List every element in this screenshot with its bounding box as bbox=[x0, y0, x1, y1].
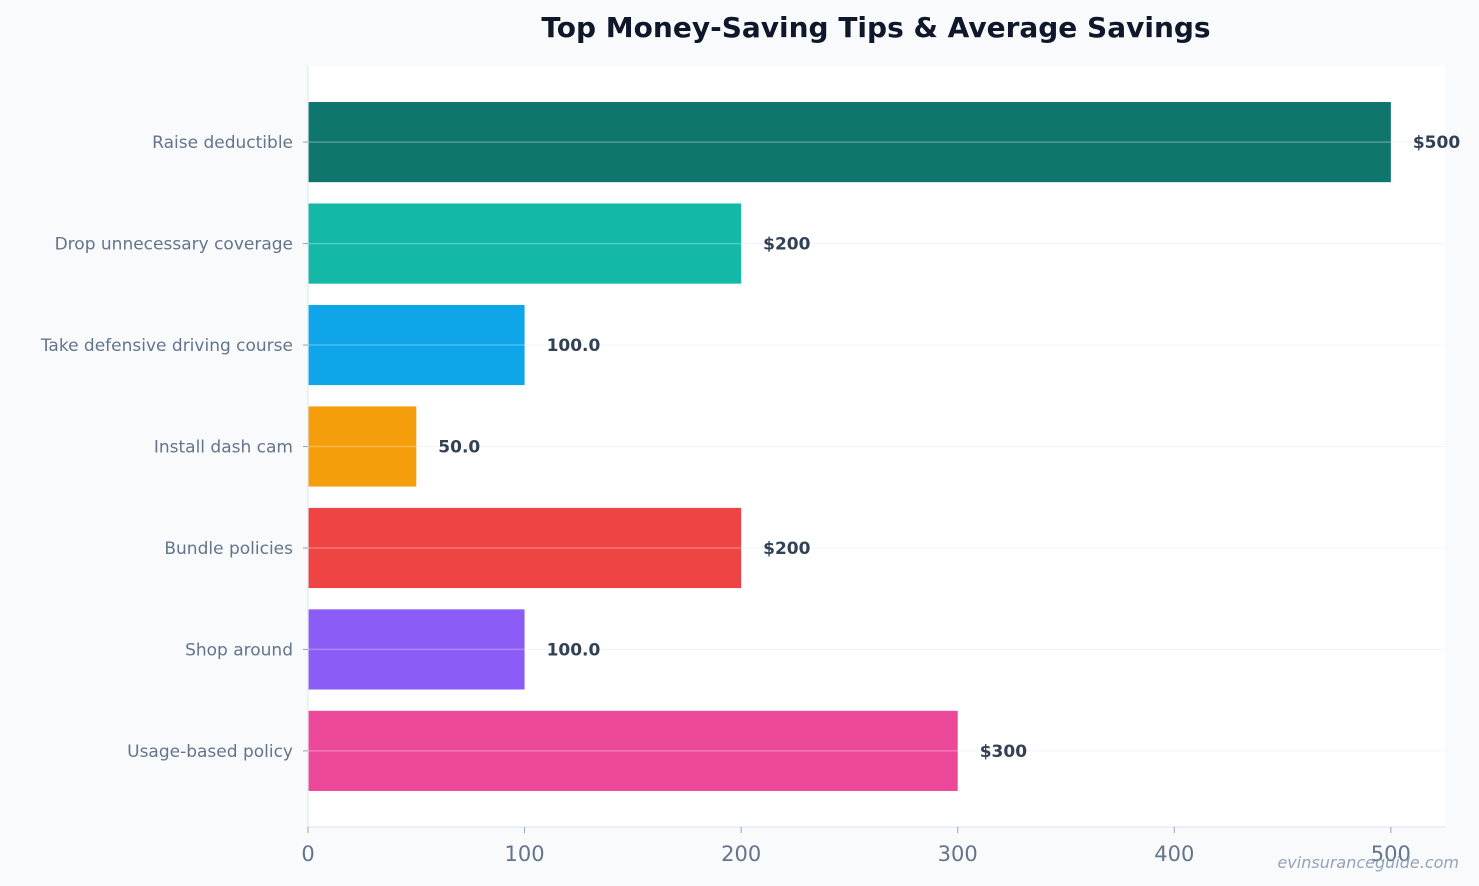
bar-raise-deductible[interactable] bbox=[308, 102, 1391, 183]
bar-bundle-policies[interactable] bbox=[308, 507, 742, 589]
y-tick-label: Install dash cam bbox=[154, 438, 293, 458]
y-tick-label: Shop around bbox=[185, 640, 293, 660]
bar-value-label: 100.0 bbox=[547, 640, 601, 660]
bar-value-label: $200 bbox=[763, 539, 810, 559]
bar-shop-around[interactable] bbox=[308, 609, 525, 690]
bar-value-label: $200 bbox=[763, 235, 810, 255]
bar-drop-unnecessary-coverage[interactable] bbox=[308, 203, 742, 284]
bar-install-dash-cam[interactable] bbox=[308, 406, 417, 487]
x-tick-label: 500 bbox=[1371, 842, 1411, 866]
x-tick-label: 300 bbox=[938, 842, 978, 866]
y-tick-label: Take defensive driving course bbox=[40, 336, 293, 356]
bar-value-label: 50.0 bbox=[438, 438, 480, 458]
y-tick-label: Drop unnecessary coverage bbox=[55, 235, 293, 255]
bar-value-label: 100.0 bbox=[547, 336, 601, 356]
y-tick-label: Usage-based policy bbox=[127, 742, 293, 762]
watermark: evinsuranceguide.com bbox=[1277, 853, 1459, 872]
x-tick-label: 0 bbox=[301, 842, 314, 866]
y-tick-label: Raise deductible bbox=[152, 133, 293, 153]
bar-value-label: $300 bbox=[980, 742, 1027, 762]
bar-value-label: $500 bbox=[1413, 133, 1460, 153]
y-tick-label: Bundle policies bbox=[164, 539, 293, 559]
chart-title: Top Money-Saving Tips & Average Savings bbox=[541, 11, 1210, 44]
bar-usage-based-policy[interactable] bbox=[308, 710, 958, 791]
x-tick-label: 200 bbox=[721, 842, 761, 866]
x-tick-label: 100 bbox=[505, 842, 545, 866]
bar-take-defensive-driving-course[interactable] bbox=[308, 304, 525, 386]
x-tick-label: 400 bbox=[1154, 842, 1194, 866]
